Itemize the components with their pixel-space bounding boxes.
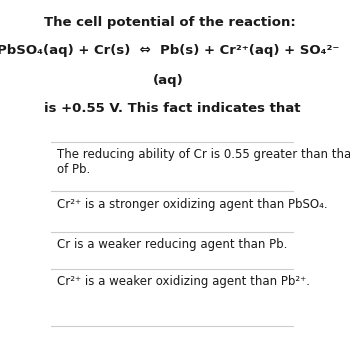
Text: Cr²⁺ is a weaker oxidizing agent than Pb²⁺.: Cr²⁺ is a weaker oxidizing agent than Pb… (57, 275, 310, 288)
Text: The cell potential of the reaction:: The cell potential of the reaction: (43, 16, 295, 29)
Text: Cr is a weaker reducing agent than Pb.: Cr is a weaker reducing agent than Pb. (57, 238, 287, 251)
Text: Cr²⁺ is a stronger oxidizing agent than PbSO₄.: Cr²⁺ is a stronger oxidizing agent than … (57, 198, 327, 211)
Text: (aq): (aq) (153, 74, 183, 87)
Text: PbSO₄(aq) + Cr(s)  ⇔  Pb(s) + Cr²⁺(aq) + SO₄²⁻: PbSO₄(aq) + Cr(s) ⇔ Pb(s) + Cr²⁺(aq) + S… (0, 44, 339, 57)
Text: is +0.55 V. This fact indicates that: is +0.55 V. This fact indicates that (43, 102, 300, 115)
Text: The reducing ability of Cr is 0.55 greater than that
of Pb.: The reducing ability of Cr is 0.55 great… (57, 148, 350, 177)
